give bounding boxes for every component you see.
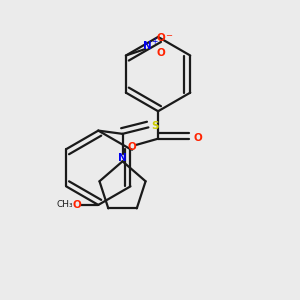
Text: O: O	[156, 33, 165, 43]
Text: CH₃: CH₃	[57, 200, 73, 209]
Text: S: S	[152, 121, 159, 131]
Text: N: N	[143, 41, 152, 52]
Text: N: N	[118, 153, 127, 163]
Text: O: O	[72, 200, 81, 210]
Text: −: −	[165, 31, 172, 40]
Text: +: +	[151, 37, 157, 46]
Text: O: O	[156, 48, 165, 58]
Text: O: O	[128, 142, 136, 152]
Text: O: O	[194, 133, 202, 143]
